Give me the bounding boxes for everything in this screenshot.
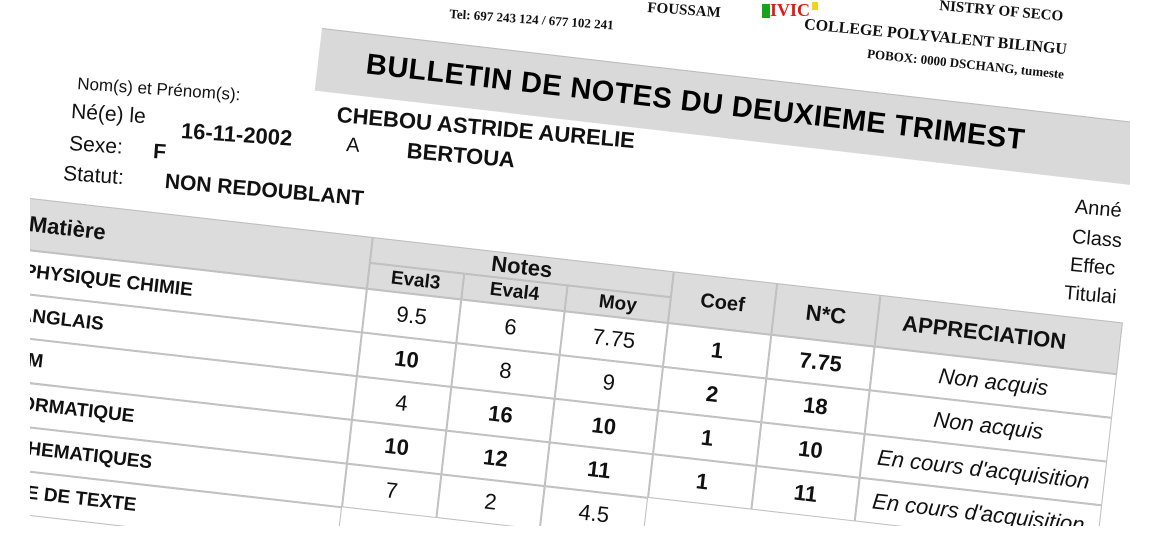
report-card-page: IVIC Tel: 697 243 124 / 677 102 241 FOUS… (30, 0, 1130, 526)
enrollment-label: Effec (1069, 254, 1117, 280)
ministry-label: NISTRY OF SECO (938, 0, 1064, 25)
svg-text:IVIC: IVIC (770, 0, 810, 18)
school-phone: Tel: 697 243 124 / 677 102 241 (448, 6, 615, 33)
cell-eval3: 7 (341, 463, 442, 519)
name-label: Nom(s) et Prénom(s): (76, 74, 242, 105)
school-logo: IVIC (762, 0, 818, 18)
status-label: Statut: (62, 162, 125, 190)
status-value: NON REDOUBLANT (163, 170, 365, 211)
class-label: Class (1071, 226, 1123, 253)
at-label: A (345, 134, 361, 157)
birth-place: BERTOUA (405, 138, 516, 173)
birth-date: 16-11-2002 (180, 118, 294, 151)
teacher-label: Titulai (1063, 282, 1118, 309)
school-town: FOUSSAM (646, 0, 722, 22)
born-label: Né(e) le (70, 100, 147, 129)
year-label: Anné (1074, 196, 1123, 222)
sex-label: Sexe: (68, 132, 124, 159)
sex-value: F (152, 140, 167, 164)
grades-table: Matière Notes Eval3 Eval4 Moy Coef N*C APPRECIA… (30, 198, 1123, 526)
